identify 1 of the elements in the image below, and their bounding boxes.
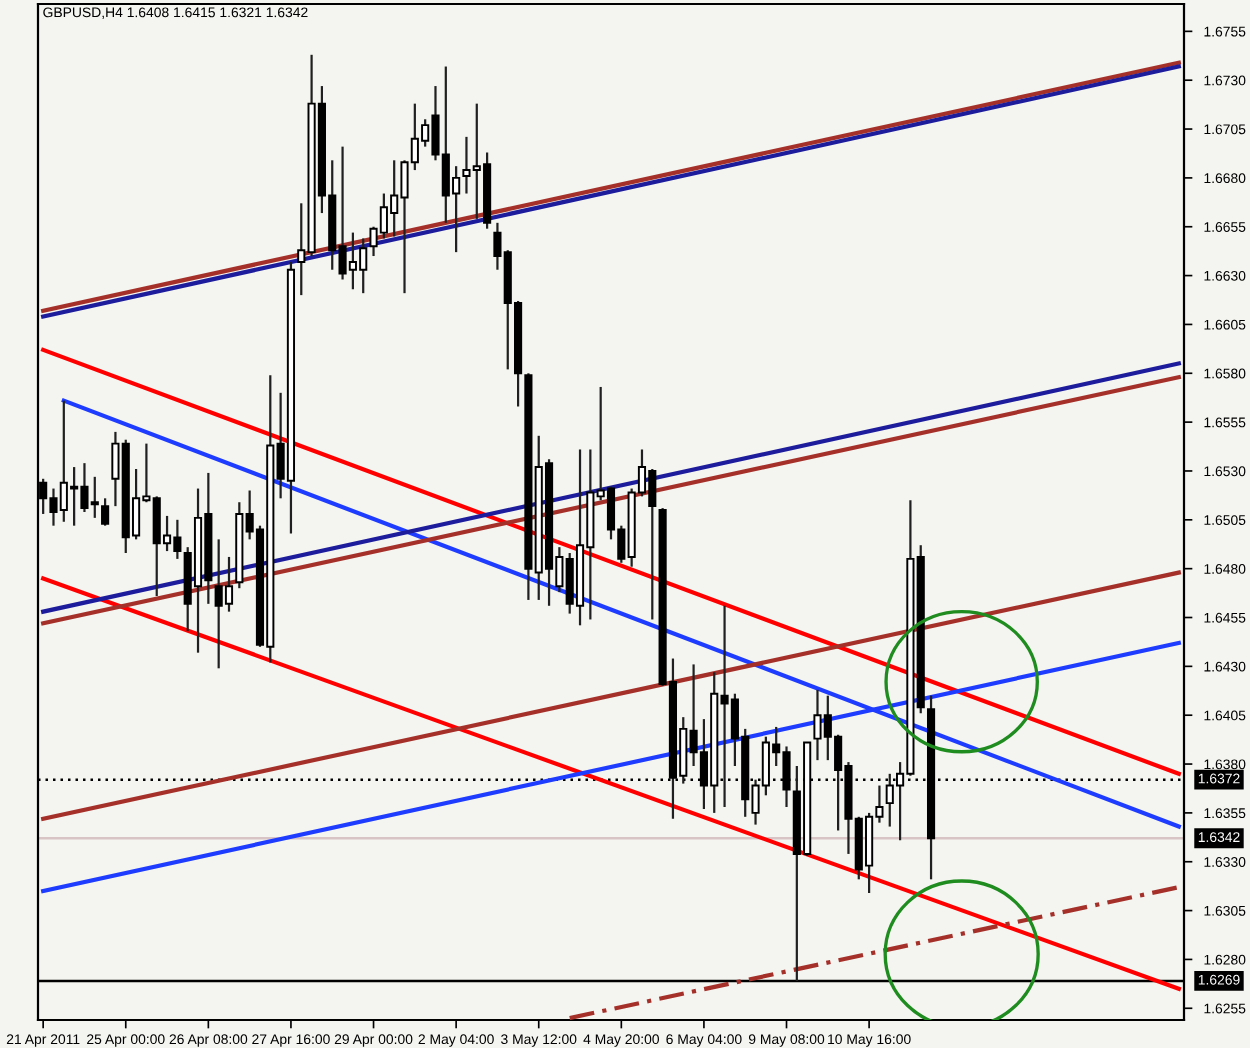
candlestick <box>101 497 110 527</box>
